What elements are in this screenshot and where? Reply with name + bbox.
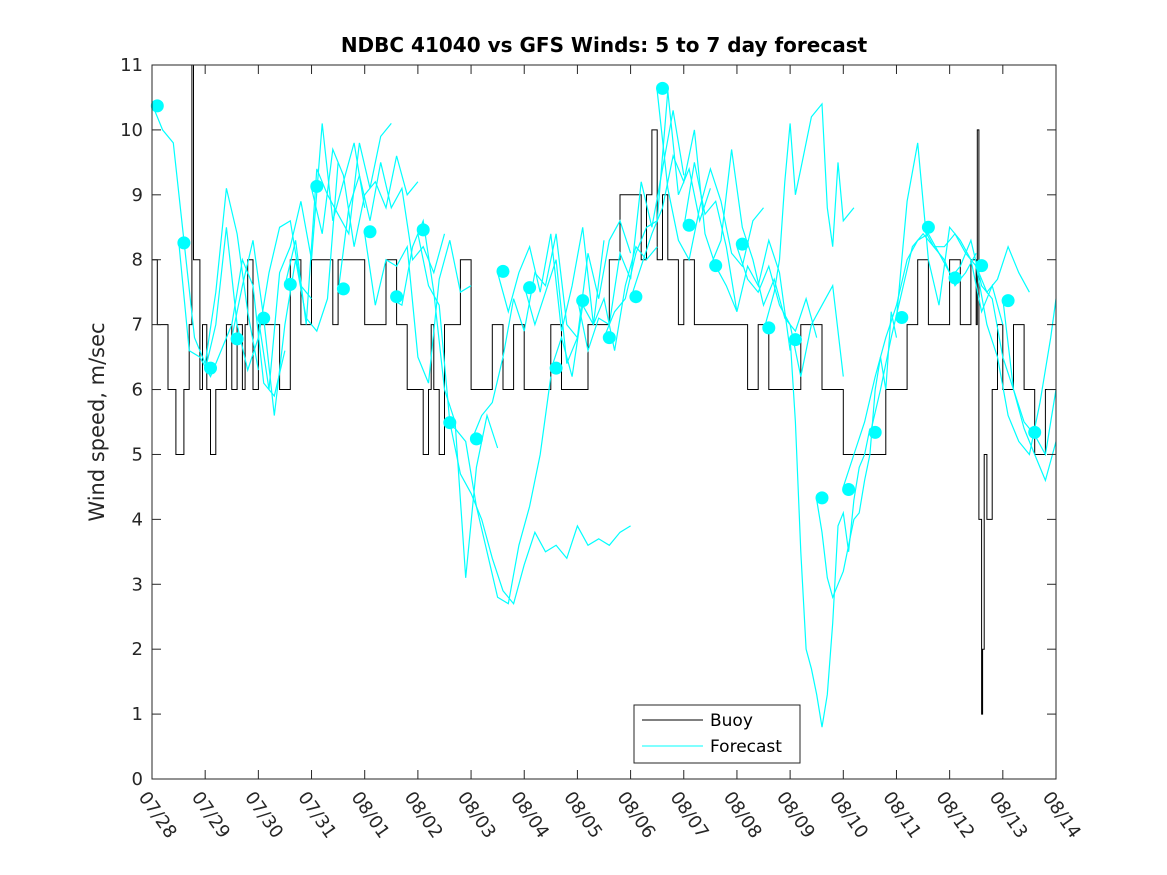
forecast-run-12 — [470, 233, 578, 442]
forecast-marker — [416, 223, 430, 237]
forecast-run-7 — [337, 162, 446, 293]
legend-label-forecast: Forecast — [710, 737, 782, 757]
forecast-run-31 — [975, 266, 1057, 456]
forecast-marker — [948, 271, 962, 285]
forecast-marker — [496, 264, 510, 278]
forecast-marker — [735, 237, 749, 251]
legend: Buoy Forecast — [633, 704, 801, 764]
forecast-marker — [1028, 425, 1042, 439]
forecast-marker — [443, 416, 457, 430]
y-tick-label: 8 — [132, 250, 143, 271]
forecast-run-3 — [231, 162, 339, 416]
forecast-marker — [257, 311, 271, 325]
forecast-run-22 — [736, 246, 844, 377]
forecast-run-5 — [284, 123, 392, 325]
forecast-run-13 — [497, 227, 605, 332]
axes-background — [152, 65, 1056, 779]
forecast-run-0 — [151, 103, 259, 371]
forecast-run-15 — [550, 245, 658, 377]
y-tick-label: 10 — [120, 120, 143, 141]
forecast-run-26 — [842, 232, 951, 488]
forecast-run-16 — [576, 110, 685, 353]
forecast-marker — [177, 236, 191, 250]
legend-label-buoy: Buoy — [710, 711, 753, 731]
forecast-marker — [868, 425, 882, 439]
buoy-series — [152, 64, 1056, 715]
y-tick-label: 2 — [132, 639, 143, 660]
forecast-run-23 — [762, 102, 855, 332]
forecast-marker — [656, 81, 669, 95]
forecast-marker — [310, 179, 324, 193]
forecast-run-1 — [178, 240, 286, 398]
forecast-marker — [150, 99, 164, 113]
forecast-run-30 — [949, 238, 1057, 483]
forecast-run-28 — [895, 142, 1004, 325]
forecast-run-6 — [310, 147, 419, 247]
forecast-marker — [629, 290, 643, 304]
forecast-marker — [815, 491, 829, 505]
forecast-marker — [230, 332, 244, 346]
y-tick-label: 0 — [132, 769, 143, 790]
y-tick-label: 9 — [132, 185, 143, 206]
forecast-marker — [709, 259, 723, 273]
forecast-run-25 — [816, 311, 898, 600]
forecast-marker — [895, 311, 909, 324]
forecast-run-2 — [204, 219, 312, 373]
forecast-marker — [1001, 294, 1015, 308]
y-tick-label: 5 — [132, 444, 143, 465]
y-tick-label: 1 — [132, 704, 143, 725]
forecast-run-9 — [390, 218, 499, 578]
forecast-marker — [549, 361, 563, 375]
forecast-run-18 — [630, 129, 738, 312]
forecast-marker — [204, 361, 217, 375]
forecast-markers — [150, 81, 1042, 505]
y-tick-label: 3 — [132, 574, 143, 595]
forecast-marker — [975, 259, 989, 273]
forecast-marker — [336, 282, 350, 296]
forecast-marker — [283, 277, 297, 291]
y-tick-label: 11 — [120, 55, 143, 76]
forecast-run-11 — [444, 376, 552, 605]
forecast-run-21 — [709, 149, 818, 338]
axes-frame — [151, 64, 1057, 780]
forecast-marker — [921, 220, 935, 234]
forecast-marker — [602, 331, 616, 345]
forecast-series — [151, 90, 1057, 728]
forecast-run-32 — [1002, 298, 1057, 457]
forecast-marker — [788, 333, 802, 347]
buoy-line — [152, 64, 1056, 715]
forecast-marker — [469, 432, 483, 446]
chart-title: NDBC 41040 vs GFS Winds: 5 to 7 day fore… — [341, 33, 868, 57]
forecast-run-10 — [417, 233, 631, 605]
forecast-run-20 — [683, 162, 791, 351]
forecast-marker — [576, 294, 590, 308]
y-tick-label: 7 — [132, 315, 143, 336]
forecast-run-24 — [789, 337, 871, 728]
forecast-marker — [762, 321, 776, 335]
legend-box — [633, 704, 801, 764]
forecast-marker — [842, 483, 856, 496]
y-tick-label: 4 — [132, 509, 143, 530]
forecast-run-8 — [364, 233, 472, 384]
forecast-marker — [523, 281, 537, 295]
forecast-run-19 — [656, 90, 764, 268]
y-tick-label: 6 — [132, 380, 143, 401]
y-axis: 0 1 2 3 4 5 6 7 8 9 10 11 — [120, 55, 1056, 790]
y-axis-label: Wind speed, m/sec — [85, 322, 109, 521]
forecast-run-4 — [257, 123, 366, 390]
forecast-marker — [363, 225, 377, 239]
forecast-marker — [682, 218, 696, 232]
forecast-marker — [390, 290, 404, 304]
